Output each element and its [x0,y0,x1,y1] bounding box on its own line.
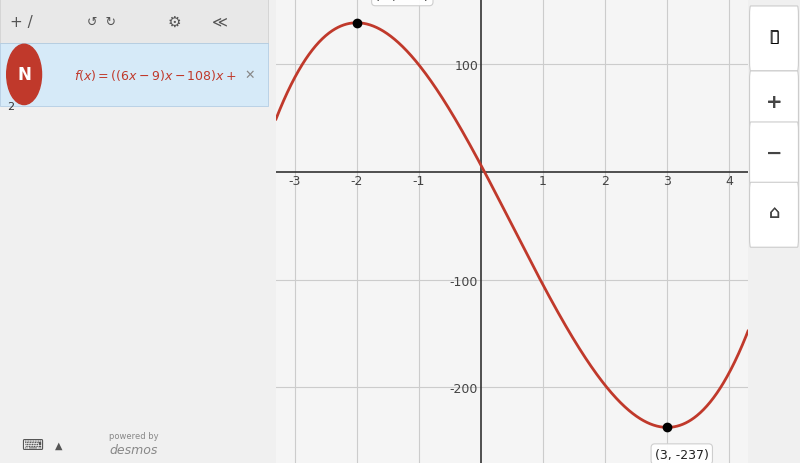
Text: 🔧: 🔧 [770,30,778,44]
Text: +: + [766,93,782,111]
Text: ⚙: ⚙ [167,14,181,30]
FancyBboxPatch shape [0,44,268,106]
FancyBboxPatch shape [750,123,798,188]
FancyBboxPatch shape [750,183,798,248]
FancyBboxPatch shape [0,0,268,44]
Text: powered by: powered by [109,431,159,440]
Text: ✕: ✕ [244,69,254,82]
FancyBboxPatch shape [750,7,798,72]
Text: 🔧: 🔧 [770,30,778,44]
Text: ⌂: ⌂ [768,204,780,222]
Text: 2: 2 [7,101,14,112]
Text: ↺  ↻: ↺ ↻ [87,15,116,29]
Text: −: − [766,144,782,162]
Text: ≪: ≪ [212,14,228,30]
Text: (-2, 138): (-2, 138) [375,0,430,3]
Text: ▲: ▲ [55,439,62,450]
Text: +: + [766,93,782,111]
Text: N: N [17,66,31,84]
Text: ⌂: ⌂ [768,204,780,222]
Text: −: − [766,144,782,162]
Text: $f(x) = \left((6x-9)x-108\right)x+$: $f(x) = \left((6x-9)x-108\right)x+$ [74,68,237,83]
Circle shape [6,45,42,106]
Text: desmos: desmos [110,443,158,456]
Text: + /: + / [10,14,33,30]
FancyBboxPatch shape [750,72,798,137]
Text: ⌨: ⌨ [21,437,43,452]
Text: (3, -237): (3, -237) [655,448,709,461]
